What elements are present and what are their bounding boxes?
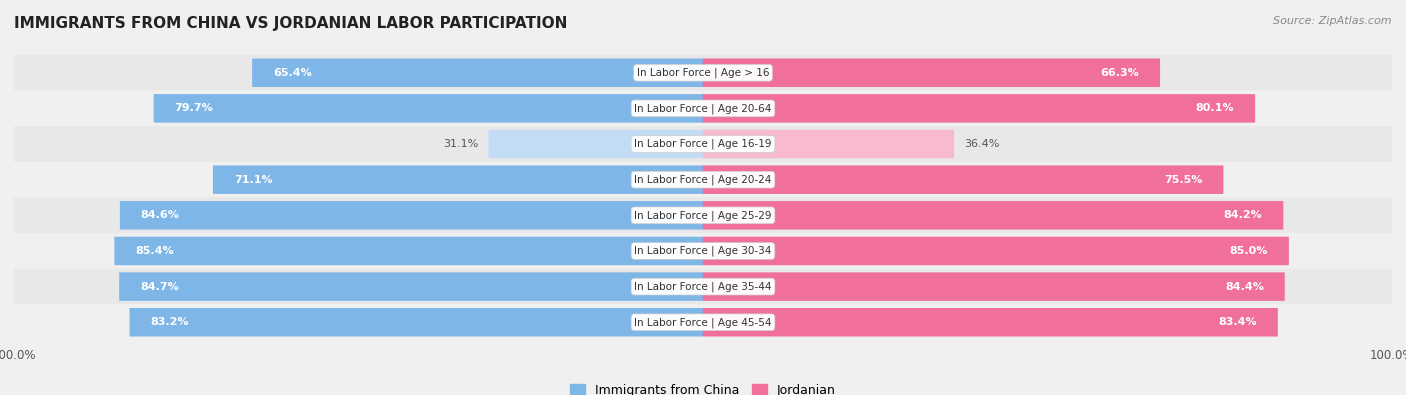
FancyBboxPatch shape <box>252 58 703 87</box>
Text: 75.5%: 75.5% <box>1164 175 1202 185</box>
FancyBboxPatch shape <box>153 94 703 122</box>
Text: In Labor Force | Age 35-44: In Labor Force | Age 35-44 <box>634 281 772 292</box>
Text: 79.7%: 79.7% <box>174 103 214 113</box>
FancyBboxPatch shape <box>703 166 1223 194</box>
Text: 80.1%: 80.1% <box>1195 103 1234 113</box>
FancyBboxPatch shape <box>14 162 1392 198</box>
Text: In Labor Force | Age 20-24: In Labor Force | Age 20-24 <box>634 175 772 185</box>
FancyBboxPatch shape <box>14 55 1392 90</box>
FancyBboxPatch shape <box>703 130 955 158</box>
FancyBboxPatch shape <box>120 201 703 229</box>
FancyBboxPatch shape <box>114 237 703 265</box>
FancyBboxPatch shape <box>14 305 1392 340</box>
Text: 71.1%: 71.1% <box>233 175 273 185</box>
FancyBboxPatch shape <box>120 273 703 301</box>
FancyBboxPatch shape <box>129 308 703 337</box>
Text: In Labor Force | Age 45-54: In Labor Force | Age 45-54 <box>634 317 772 327</box>
FancyBboxPatch shape <box>488 130 703 158</box>
Text: 85.4%: 85.4% <box>135 246 174 256</box>
FancyBboxPatch shape <box>703 308 1278 337</box>
Text: In Labor Force | Age 16-19: In Labor Force | Age 16-19 <box>634 139 772 149</box>
Text: 83.2%: 83.2% <box>150 317 188 327</box>
Text: In Labor Force | Age 20-64: In Labor Force | Age 20-64 <box>634 103 772 114</box>
Text: In Labor Force | Age 30-34: In Labor Force | Age 30-34 <box>634 246 772 256</box>
Text: Source: ZipAtlas.com: Source: ZipAtlas.com <box>1274 16 1392 26</box>
Text: 83.4%: 83.4% <box>1218 317 1257 327</box>
FancyBboxPatch shape <box>703 58 1160 87</box>
FancyBboxPatch shape <box>212 166 703 194</box>
Text: 85.0%: 85.0% <box>1230 246 1268 256</box>
Text: 31.1%: 31.1% <box>443 139 478 149</box>
Text: IMMIGRANTS FROM CHINA VS JORDANIAN LABOR PARTICIPATION: IMMIGRANTS FROM CHINA VS JORDANIAN LABOR… <box>14 16 568 31</box>
FancyBboxPatch shape <box>14 233 1392 269</box>
FancyBboxPatch shape <box>703 237 1289 265</box>
FancyBboxPatch shape <box>703 273 1285 301</box>
Text: 66.3%: 66.3% <box>1101 68 1139 78</box>
FancyBboxPatch shape <box>14 269 1392 305</box>
Text: In Labor Force | Age 25-29: In Labor Force | Age 25-29 <box>634 210 772 220</box>
FancyBboxPatch shape <box>703 94 1256 122</box>
FancyBboxPatch shape <box>14 198 1392 233</box>
Text: 84.6%: 84.6% <box>141 210 180 220</box>
Text: 36.4%: 36.4% <box>965 139 1000 149</box>
Text: 84.2%: 84.2% <box>1223 210 1263 220</box>
Text: In Labor Force | Age > 16: In Labor Force | Age > 16 <box>637 68 769 78</box>
FancyBboxPatch shape <box>14 126 1392 162</box>
FancyBboxPatch shape <box>703 201 1284 229</box>
Text: 65.4%: 65.4% <box>273 68 312 78</box>
Text: 84.4%: 84.4% <box>1225 282 1264 292</box>
Legend: Immigrants from China, Jordanian: Immigrants from China, Jordanian <box>565 379 841 395</box>
Text: 84.7%: 84.7% <box>141 282 179 292</box>
FancyBboxPatch shape <box>14 90 1392 126</box>
